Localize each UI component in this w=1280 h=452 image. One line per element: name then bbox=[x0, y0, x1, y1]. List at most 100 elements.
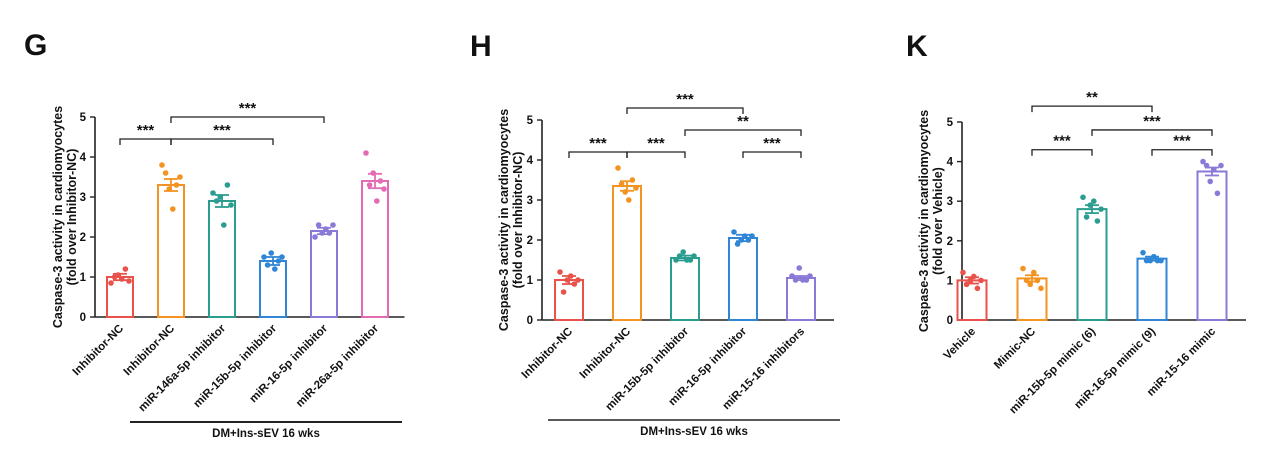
data-point bbox=[622, 189, 628, 195]
data-point bbox=[738, 237, 744, 243]
significance-bracket bbox=[1151, 149, 1213, 156]
x-category-label: miR-26a-5p inhibitor bbox=[294, 322, 381, 409]
y-tick-label: 4 bbox=[80, 152, 87, 164]
panel-letter: H bbox=[470, 30, 492, 63]
y-tick-label: 1 bbox=[527, 275, 534, 287]
y-tick-label: 3 bbox=[947, 196, 953, 208]
data-point bbox=[749, 233, 755, 239]
data-point bbox=[126, 278, 132, 284]
data-point bbox=[319, 230, 326, 236]
data-point bbox=[618, 181, 625, 187]
data-point bbox=[166, 186, 172, 192]
data-point bbox=[1020, 265, 1026, 272]
data-point bbox=[162, 170, 169, 176]
significance-label: *** bbox=[647, 135, 665, 152]
y-axis-label-line: (fold over Inhibitor-NC) bbox=[511, 152, 525, 289]
significance-label: *** bbox=[1173, 133, 1191, 150]
data-point bbox=[796, 265, 802, 271]
data-point bbox=[963, 281, 970, 288]
data-point bbox=[1027, 281, 1033, 288]
data-point bbox=[224, 182, 231, 188]
panel-k: K Caspase-3 activity in cardiomyocytes(fo… bbox=[906, 30, 1246, 416]
significance-label: *** bbox=[213, 122, 231, 139]
data-point bbox=[272, 266, 278, 272]
bar bbox=[1136, 257, 1168, 321]
data-point bbox=[1147, 257, 1153, 264]
data-point bbox=[971, 273, 977, 280]
data-point bbox=[264, 262, 271, 268]
data-point bbox=[268, 250, 275, 256]
data-point bbox=[568, 273, 574, 279]
data-point bbox=[330, 222, 336, 228]
y-axis-label: Caspase-3 activity in cardiomyocytes(fol… bbox=[917, 110, 945, 332]
x-category-label: Inhibitor-NC bbox=[122, 323, 177, 378]
significance-label: *** bbox=[589, 135, 607, 152]
y-tick-label: 4 bbox=[527, 155, 534, 167]
data-point bbox=[213, 198, 220, 204]
data-point bbox=[312, 234, 318, 240]
y-tick-label: 1 bbox=[947, 275, 954, 287]
y-tick-label: 2 bbox=[527, 235, 533, 247]
significance-bracket bbox=[1091, 129, 1213, 136]
significance-bracket bbox=[119, 138, 172, 145]
data-point bbox=[564, 277, 570, 283]
data-point bbox=[159, 162, 165, 168]
significance-bracket bbox=[626, 107, 744, 114]
data-point bbox=[571, 281, 578, 287]
y-tick-label: 2 bbox=[947, 236, 953, 248]
data-point bbox=[323, 226, 329, 232]
significance-bracket bbox=[684, 129, 802, 136]
y-tick-label: 0 bbox=[80, 312, 86, 324]
panel-letter: K bbox=[906, 30, 928, 63]
data-point bbox=[734, 241, 741, 247]
data-point bbox=[275, 258, 282, 264]
data-point bbox=[680, 249, 686, 255]
y-axis-label: Caspase-3 activity in cardiomyocytes(fol… bbox=[497, 109, 525, 331]
significance-bracket bbox=[742, 151, 802, 158]
y-axis-label-line: (fold over Inhibitor-NC) bbox=[65, 149, 79, 286]
data-point bbox=[745, 237, 752, 243]
significance-label: *** bbox=[763, 135, 781, 152]
x-category-label: Inhibitor-NC bbox=[520, 326, 575, 381]
data-point bbox=[789, 273, 795, 279]
significance-label: *** bbox=[676, 91, 694, 108]
data-point bbox=[122, 266, 129, 272]
bar bbox=[786, 277, 816, 321]
y-tick-label: 3 bbox=[527, 195, 533, 207]
data-point bbox=[615, 165, 621, 171]
y-axis-label-line: Caspase-3 activity in cardiomyocytes bbox=[497, 109, 511, 331]
significance-label: ** bbox=[737, 113, 749, 130]
bar bbox=[612, 185, 642, 321]
data-point bbox=[210, 190, 216, 196]
data-point bbox=[177, 174, 183, 180]
data-point bbox=[676, 253, 683, 259]
data-point bbox=[633, 185, 639, 191]
panel-letter: G bbox=[24, 29, 47, 62]
data-point bbox=[315, 222, 322, 228]
data-point bbox=[1080, 194, 1086, 201]
data-point bbox=[363, 150, 369, 156]
y-axis-label: Caspase-3 activity in cardiomyocytes(fol… bbox=[51, 106, 79, 328]
y-axis-label-line: (fold over Vehicle) bbox=[931, 167, 945, 275]
data-point bbox=[1211, 166, 1217, 173]
bar bbox=[1076, 208, 1108, 321]
x-category-label: Vehicle bbox=[942, 326, 979, 363]
data-point bbox=[377, 178, 384, 184]
data-point bbox=[1207, 178, 1213, 185]
bar bbox=[554, 279, 584, 321]
data-point bbox=[173, 182, 180, 188]
data-point bbox=[792, 277, 799, 283]
data-point bbox=[626, 197, 632, 203]
data-point bbox=[170, 206, 176, 212]
data-point bbox=[1151, 253, 1157, 260]
data-point bbox=[807, 273, 813, 279]
data-point bbox=[326, 230, 333, 236]
y-tick-label: 0 bbox=[527, 315, 533, 327]
x-category-label: Inhibitor-NC bbox=[578, 326, 633, 381]
data-point bbox=[1038, 285, 1044, 292]
y-tick-label: 3 bbox=[80, 192, 86, 204]
y-tick-label: 0 bbox=[947, 315, 953, 327]
y-tick-label: 1 bbox=[80, 272, 87, 284]
significance-label: *** bbox=[1143, 113, 1161, 130]
